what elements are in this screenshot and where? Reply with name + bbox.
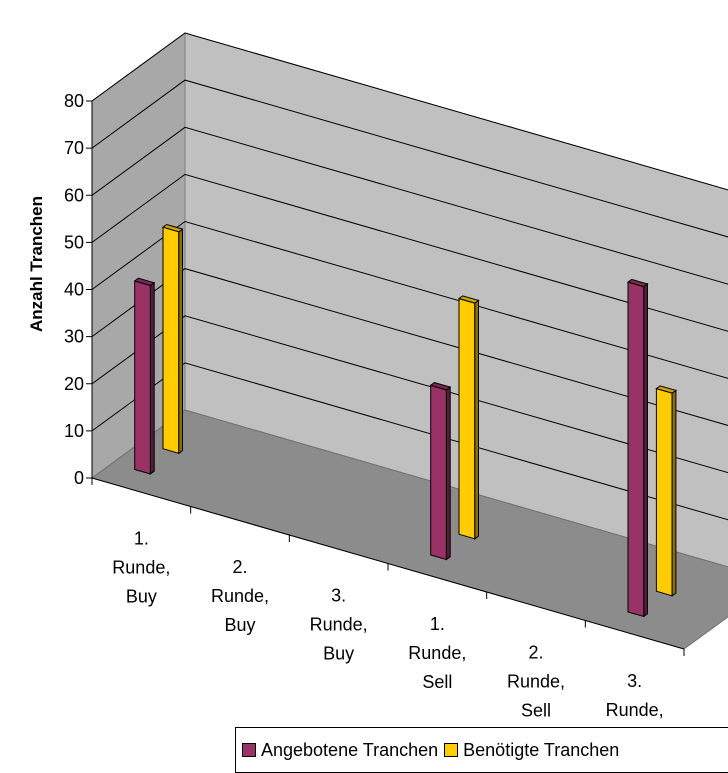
- bar-top: [457, 295, 480, 304]
- bar-side: [671, 389, 677, 597]
- bar-side: [149, 281, 155, 475]
- bar-top: [429, 382, 452, 391]
- category-label: 1. Runde, Sell: [408, 614, 466, 692]
- gridline: [91, 173, 728, 332]
- bar: [133, 277, 156, 475]
- gridlines: [91, 32, 728, 521]
- bars: [133, 223, 678, 618]
- gridline: [91, 220, 728, 379]
- gridline: [91, 32, 728, 191]
- bar: [429, 382, 452, 561]
- y-tick-label: 20: [64, 374, 84, 394]
- bar-front: [655, 387, 673, 597]
- y-tick-label: 50: [64, 232, 84, 252]
- bar-front: [627, 281, 645, 618]
- gridline: [91, 362, 728, 521]
- y-tick-label: 40: [64, 280, 84, 300]
- bar-side: [445, 386, 451, 561]
- bar-side: [474, 299, 479, 540]
- legend: Angebotene Tranchen Benötigte Tranchen: [235, 727, 728, 773]
- bar-front: [134, 280, 151, 475]
- bar-front: [162, 226, 180, 454]
- gridline: [91, 268, 728, 426]
- legend-item-angebotene: Angebotene Tranchen: [242, 740, 438, 761]
- y-axis-label: Anzahl Tranchen: [27, 196, 46, 332]
- category-label: 2. Runde, Sell: [507, 642, 565, 720]
- bar-top: [655, 385, 678, 394]
- y-tick-label: 80: [64, 91, 84, 111]
- category-label: 1. Runde, Buy: [112, 528, 170, 606]
- legend-swatch-benoetigte: [444, 743, 459, 757]
- gridline: [91, 315, 728, 474]
- y-tick-label: 30: [64, 327, 84, 347]
- bar: [655, 385, 678, 597]
- bar-top: [133, 277, 156, 287]
- legend-swatch-angebotene: [242, 743, 256, 757]
- category-label: 3. Runde, Buy: [310, 585, 368, 663]
- y-tick-label: 0: [74, 468, 84, 488]
- y-tick-label: 70: [64, 138, 84, 158]
- bar-top: [626, 278, 649, 288]
- y-tick-label: 60: [64, 185, 84, 205]
- bar-front: [458, 297, 476, 540]
- legend-item-benoetigte: Benötigte Tranchen: [444, 740, 619, 761]
- bar: [457, 295, 480, 540]
- legend-label-angebotene: Angebotene Tranchen: [261, 739, 439, 760]
- bar: [161, 223, 184, 455]
- bar-side: [643, 282, 648, 618]
- bar-front: [430, 384, 447, 561]
- bar-side: [178, 228, 183, 455]
- legend-label-benoetigte: Benötigte Tranchen: [463, 739, 620, 760]
- gridline: [91, 79, 728, 238]
- category-label: 2. Runde, Buy: [211, 557, 269, 635]
- gridline: [91, 126, 728, 285]
- bar: [626, 278, 649, 618]
- bar-top: [161, 223, 184, 233]
- y-tick-label: 10: [64, 421, 84, 441]
